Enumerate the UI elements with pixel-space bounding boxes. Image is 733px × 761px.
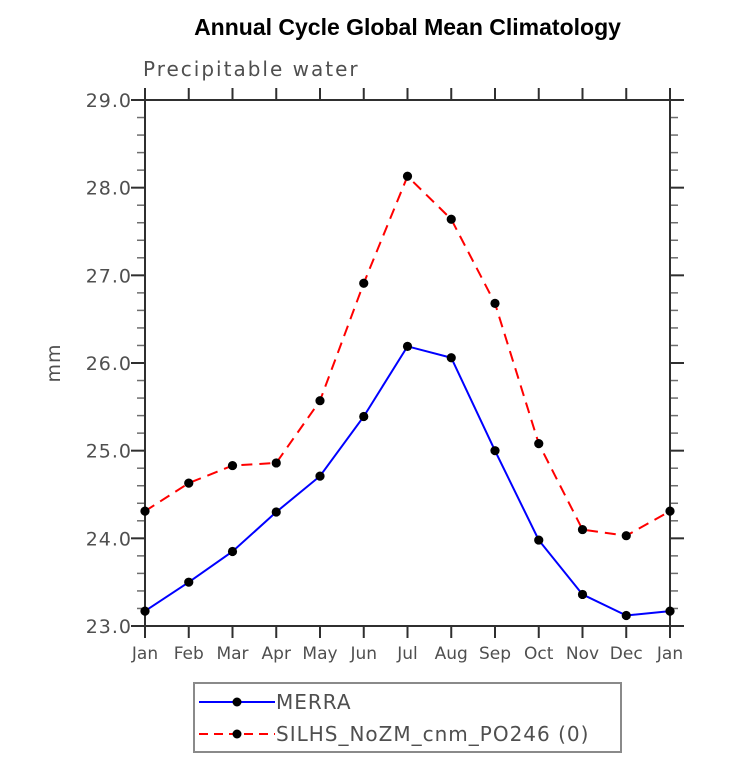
data-point-s1-m7 xyxy=(446,214,456,224)
x-tick-label: Mar xyxy=(216,644,248,664)
data-point-s0-m12 xyxy=(665,606,675,616)
data-point-s0-m2 xyxy=(227,546,238,557)
legend-row-merra: MERRA xyxy=(195,686,620,718)
y-tick-label: 28.0 xyxy=(86,178,132,200)
data-point-s1-m0 xyxy=(140,506,150,516)
x-tick-label: Jan xyxy=(656,644,683,664)
data-point-s1-m10 xyxy=(577,524,588,535)
y-tick-label: 29.0 xyxy=(86,90,132,112)
data-point-s1-m5 xyxy=(359,278,369,288)
y-tick-label: 24.0 xyxy=(86,528,132,550)
data-point-s0-m1 xyxy=(184,577,194,587)
legend-row-silhs: SILHS_NoZM_cnm_PO246 (0) xyxy=(195,718,620,750)
legend-label-silhs: SILHS_NoZM_cnm_PO246 (0) xyxy=(276,721,590,746)
y-tick-label: 26.0 xyxy=(86,353,132,375)
data-point-s1-m11 xyxy=(621,531,631,541)
legend-swatch-solid-line-icon xyxy=(199,697,275,706)
x-tick-label: May xyxy=(302,644,337,664)
data-point-s1-m6 xyxy=(402,171,413,181)
data-point-s0-m9 xyxy=(534,535,544,545)
legend: MERRA SILHS_NoZM_cnm_PO246 (0) xyxy=(193,682,622,753)
data-point-s0-m8 xyxy=(490,446,500,456)
data-point-s0-m11 xyxy=(621,610,631,621)
legend-swatch-dashed-line-icon xyxy=(199,729,275,738)
x-tick-label: Jul xyxy=(396,644,418,664)
x-tick-label: Dec xyxy=(610,644,643,664)
x-tick-label: Aug xyxy=(435,644,468,664)
y-tick-label: 23.0 xyxy=(86,616,132,638)
x-tick-label: Sep xyxy=(479,644,511,664)
y-tick-label: 27.0 xyxy=(86,265,132,287)
legend-label-merra: MERRA xyxy=(276,689,352,714)
series-line-1 xyxy=(144,174,671,537)
y-tick-label: 25.0 xyxy=(86,441,132,463)
x-tick-label: Oct xyxy=(524,644,554,664)
data-point-s0-m0 xyxy=(140,606,150,616)
data-point-s0-m7 xyxy=(446,353,456,363)
data-point-s1-m1 xyxy=(184,478,194,488)
data-point-s1-m12 xyxy=(665,506,675,516)
data-point-s0-m3 xyxy=(271,507,281,517)
data-point-s0-m5 xyxy=(359,411,369,422)
chart-subtitle: Precipitable water xyxy=(143,57,360,81)
x-tick-label: Jan xyxy=(131,644,158,664)
data-point-s1-m8 xyxy=(490,298,500,308)
data-point-s1-m9 xyxy=(534,439,544,449)
x-tick-label: Apr xyxy=(262,644,291,664)
chart-title: Annual Cycle Global Mean Climatology xyxy=(194,14,621,40)
data-point-s1-m4 xyxy=(315,396,325,406)
x-tick-label: Nov xyxy=(566,644,599,664)
x-tick-label: Jun xyxy=(349,644,377,664)
series-line-0 xyxy=(144,345,671,617)
data-point-s1-m3 xyxy=(271,458,281,468)
data-point-s1-m2 xyxy=(227,460,238,471)
data-point-s0-m6 xyxy=(402,341,413,351)
data-point-s0-m4 xyxy=(315,471,325,481)
x-tick-label: Feb xyxy=(174,644,204,664)
plot-frame xyxy=(144,99,671,627)
data-point-s0-m10 xyxy=(577,589,588,600)
